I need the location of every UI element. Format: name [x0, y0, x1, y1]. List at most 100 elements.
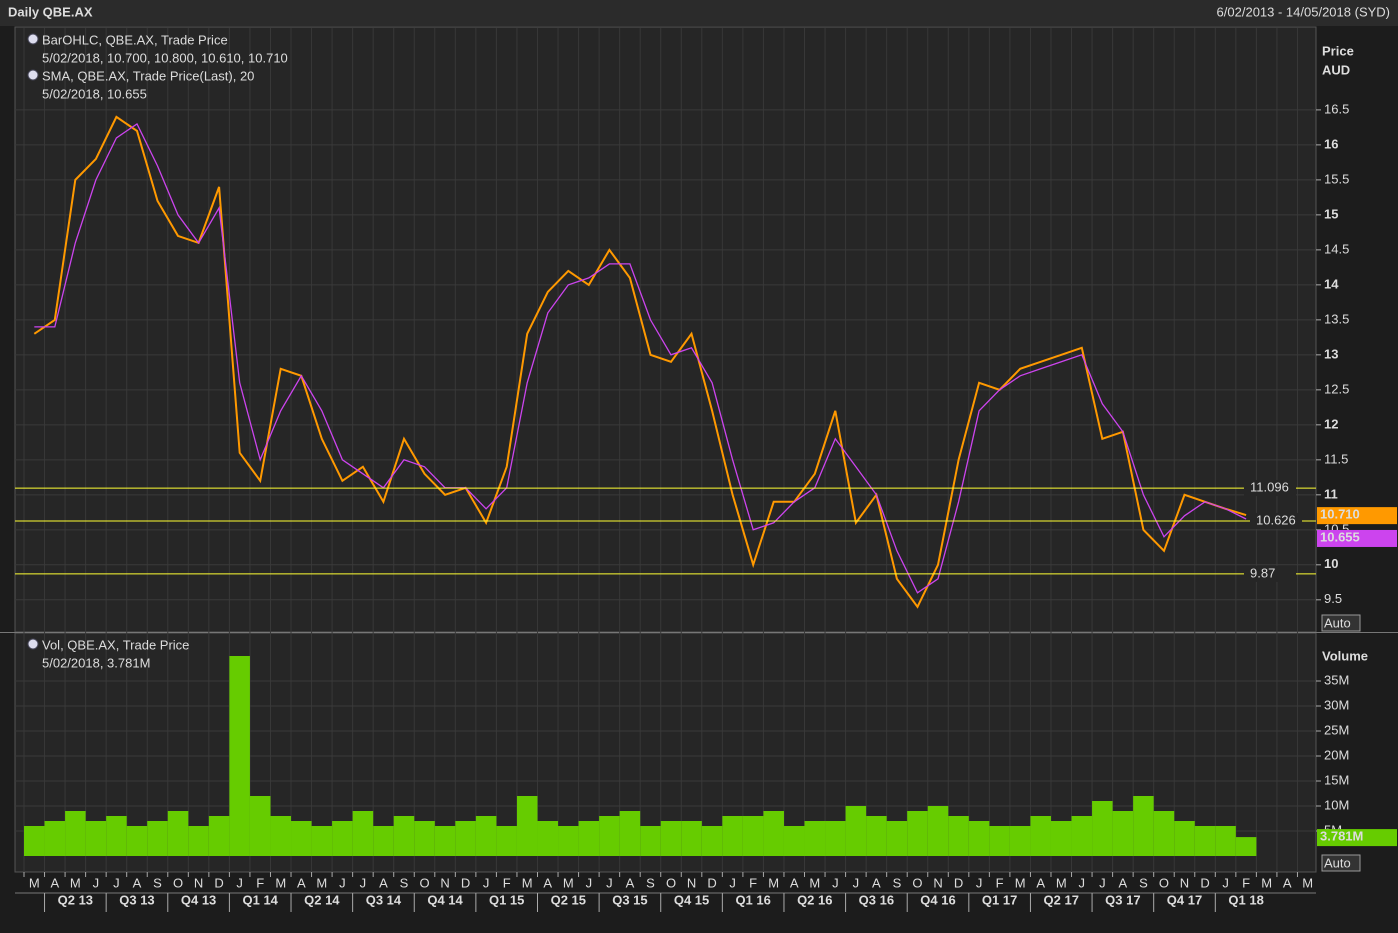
reference-label-bg — [1244, 565, 1296, 582]
x-tick-label: D — [954, 875, 963, 890]
x-tick-label: A — [50, 875, 59, 890]
volume-bar — [229, 656, 250, 856]
x-tick-label: J — [236, 875, 243, 890]
volume-bar — [1009, 826, 1031, 856]
volume-bar — [701, 826, 723, 856]
last-value-label: 10.710 — [1320, 507, 1360, 522]
axis-title: Volume — [1322, 648, 1368, 663]
quarter-label: Q1 14 — [242, 892, 278, 907]
volume-bar — [1235, 837, 1257, 856]
reference-label-bg — [1250, 512, 1302, 529]
volume-bar — [352, 811, 374, 856]
volume-bar — [804, 821, 826, 856]
y-tick-label: 14 — [1324, 276, 1339, 291]
x-tick-label: J — [483, 875, 490, 890]
volume-bar — [393, 816, 415, 856]
volume-bar — [1153, 811, 1175, 856]
x-tick-label: D — [1200, 875, 1209, 890]
x-tick-label: N — [440, 875, 449, 890]
y-tick-label: 15 — [1324, 206, 1338, 221]
x-tick-label: M — [1261, 875, 1272, 890]
volume-bar — [783, 826, 805, 856]
x-tick-label: O — [1159, 875, 1169, 890]
volume-bar — [270, 816, 292, 856]
volume-bar — [1030, 816, 1051, 856]
y-tick-label: 30M — [1324, 697, 1349, 712]
volume-bar — [496, 826, 517, 856]
quarter-label: Q4 15 — [674, 892, 709, 907]
volume-bar — [681, 821, 702, 856]
x-tick-label: J — [729, 875, 736, 890]
header-title: Daily QBE.AX — [8, 4, 93, 19]
volume-bar — [1071, 816, 1093, 856]
y-tick-label: 20M — [1324, 747, 1349, 762]
x-tick-label: J — [976, 875, 983, 890]
quarter-label: Q1 16 — [735, 892, 770, 907]
volume-bar — [516, 796, 538, 856]
quarter-label: Q4 14 — [427, 892, 463, 907]
volume-bar — [332, 821, 353, 856]
header-range: 6/02/2013 - 14/05/2018 (SYD) — [1217, 4, 1390, 19]
scale-button[interactable] — [1321, 614, 1361, 632]
x-tick-label: M — [1015, 875, 1026, 890]
volume-bar — [434, 826, 456, 856]
volume-bar — [167, 811, 189, 856]
y-tick-label: 15.5 — [1324, 171, 1349, 186]
volume-bar — [886, 821, 908, 856]
reference-label: 11.096 — [1250, 480, 1289, 495]
reference-label: 9.87 — [1250, 565, 1275, 580]
volume-bar — [619, 811, 641, 856]
scale-button[interactable] — [1321, 854, 1361, 872]
x-tick-label: J — [1222, 875, 1229, 890]
x-tick-label: S — [400, 875, 409, 890]
y-tick-label: 16.5 — [1324, 101, 1349, 116]
volume-bar — [968, 821, 990, 856]
x-tick-label: N — [194, 875, 203, 890]
quarter-label: Q3 16 — [859, 892, 894, 907]
volume-bar — [907, 811, 928, 856]
volume-bar — [147, 821, 168, 856]
x-tick-label: O — [173, 875, 183, 890]
volume-bar — [660, 821, 682, 856]
scale-mode[interactable]: Auto — [1324, 615, 1351, 630]
volume-bar — [414, 821, 435, 856]
y-tick-label: 9.5 — [1324, 591, 1342, 606]
legend-icon — [27, 33, 39, 45]
volume-bar — [722, 816, 743, 856]
x-tick-label: J — [586, 875, 593, 890]
x-tick-label: M — [809, 875, 820, 890]
x-tick-label: M — [1302, 875, 1313, 890]
volume-bar — [948, 816, 969, 856]
x-tick-label: F — [503, 875, 511, 890]
x-tick-label: J — [360, 875, 367, 890]
y-tick-label: 12.5 — [1324, 381, 1349, 396]
x-tick-label: A — [790, 875, 799, 890]
price-panel — [14, 26, 1317, 633]
x-tick-label: M — [316, 875, 327, 890]
x-tick-label: O — [419, 875, 429, 890]
y-tick-label: 11.5 — [1324, 451, 1348, 466]
quarter-label: Q4 16 — [920, 892, 955, 907]
volume-bar — [249, 796, 271, 856]
volume-bar — [1174, 821, 1195, 856]
x-tick-label: O — [912, 875, 922, 890]
scale-mode[interactable]: Auto — [1324, 855, 1351, 870]
volume-bar — [1050, 821, 1072, 856]
volume-bar — [1215, 826, 1236, 856]
volume-bar — [537, 821, 559, 856]
volume-bar — [455, 821, 476, 856]
legend-detail: 5/02/2018, 10.655 — [42, 86, 147, 101]
quarter-label: Q3 15 — [612, 892, 647, 907]
last-value-box — [1317, 507, 1397, 525]
x-tick-label: A — [872, 875, 881, 890]
x-tick-label: O — [666, 875, 676, 890]
x-tick-label: M — [1056, 875, 1067, 890]
x-tick-label: N — [687, 875, 696, 890]
x-tick-label: S — [646, 875, 655, 890]
volume-bar — [742, 816, 764, 856]
x-tick-label: F — [1242, 875, 1250, 890]
quarter-label: Q3 13 — [119, 892, 154, 907]
legend-name: SMA, QBE.AX, Trade Price(Last), 20 — [42, 68, 254, 83]
x-tick-label: D — [461, 875, 470, 890]
quarter-label: Q1 15 — [489, 892, 524, 907]
